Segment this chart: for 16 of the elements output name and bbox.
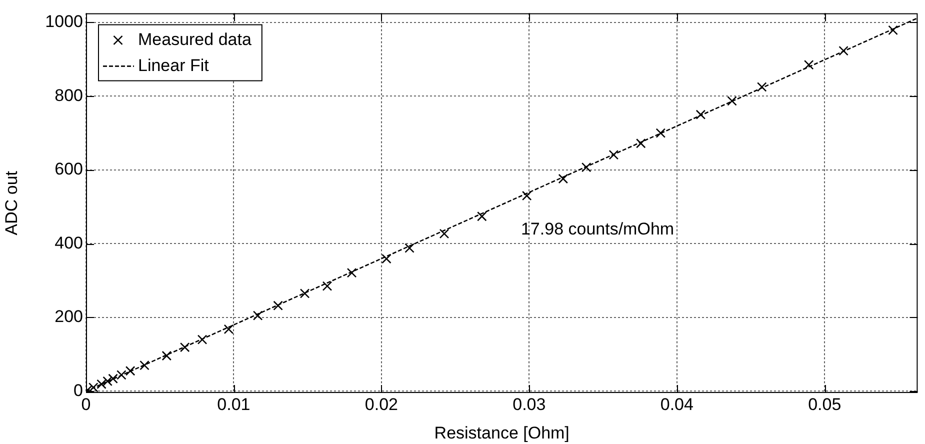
y-tick-label: 0 [74,380,83,400]
y-tick-label: 800 [54,86,83,105]
y-tick-label: 200 [54,307,83,326]
annotation: 17.98 counts/mOhm [520,219,674,238]
legend-label: Linear Fit [138,56,210,75]
legend-label: Measured data [138,30,252,49]
x-tick-label: 0.04 [660,394,694,414]
x-tick-label: 0.02 [364,394,398,414]
y-tick-label: 600 [54,160,83,179]
x-tick-label: 0.01 [217,394,250,414]
x-axis-title: Resistance [Ohm] [434,423,570,442]
x-tick-label: 0.03 [512,394,546,414]
y-tick-label: 400 [54,233,83,252]
x-tick-label: 0.05 [808,394,842,414]
y-tick-label: 1000 [45,12,83,32]
y-axis-title: ADC out [2,170,21,236]
